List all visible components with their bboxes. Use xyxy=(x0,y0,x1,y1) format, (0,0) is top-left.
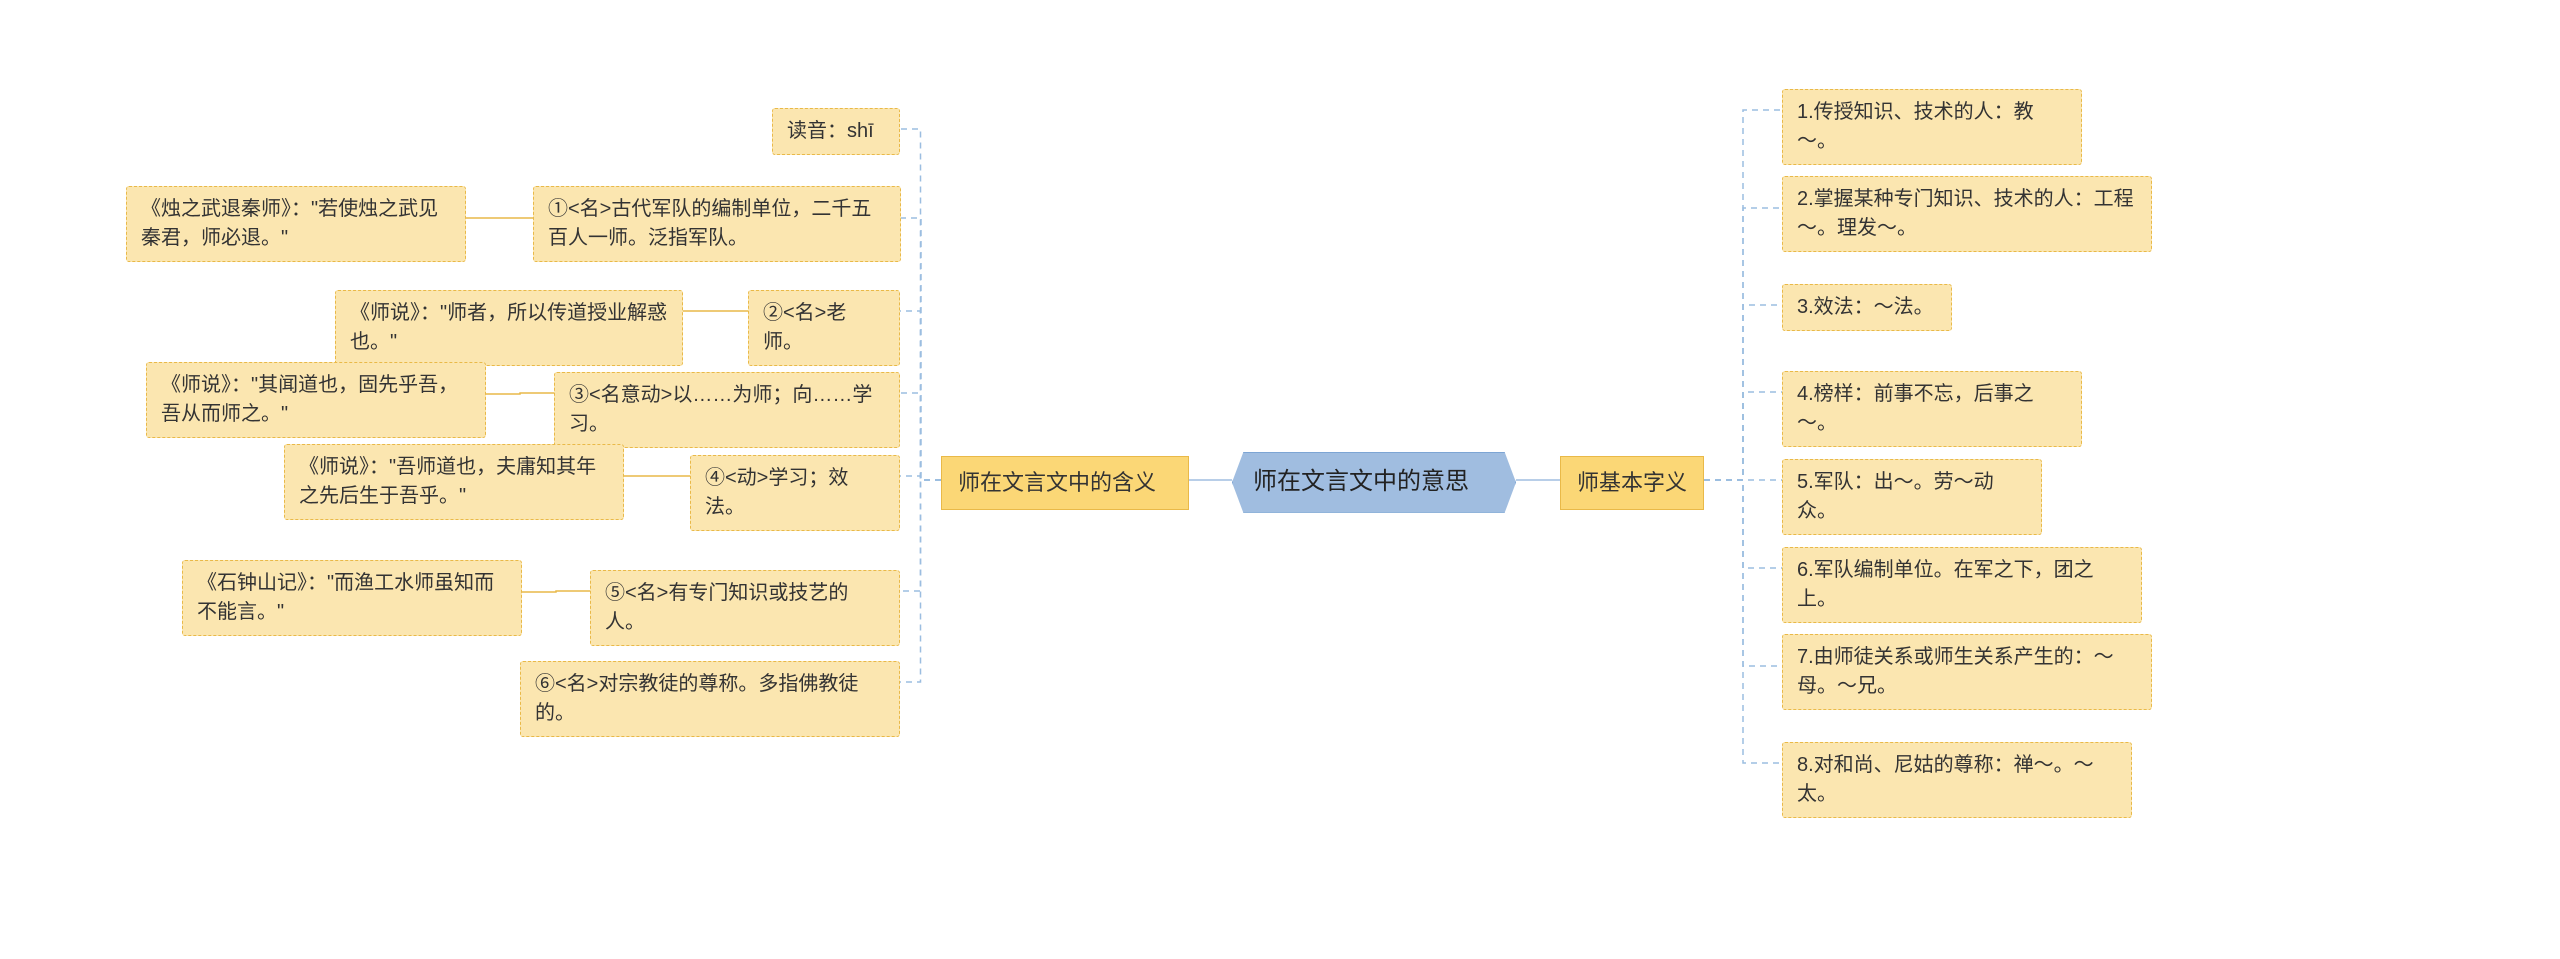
left-branch-0: 读音：shī xyxy=(772,108,900,155)
right-branch-7: 8.对和尚、尼姑的尊称：禅～。～太。 xyxy=(1782,742,2132,818)
left-main-node: 师在文言文中的含义 xyxy=(941,456,1189,510)
right-branch-2: 3.效法：～法。 xyxy=(1782,284,1952,331)
right-branch-5: 6.军队编制单位。在军之下，团之上。 xyxy=(1782,547,2142,623)
left-branch-6: ⑥<名>对宗教徒的尊称。多指佛教徒的。 xyxy=(520,661,900,737)
left-branch-5: ⑤<名>有专门知识或技艺的人。 xyxy=(590,570,900,646)
right-branch-3: 4.榜样：前事不忘，后事之～。 xyxy=(1782,371,2082,447)
right-branch-1: 2.掌握某种专门知识、技术的人：工程～。理发～。 xyxy=(1782,176,2152,252)
left-branch-2: ②<名>老师。 xyxy=(748,290,900,366)
right-branch-4: 5.军队：出～。劳～动众。 xyxy=(1782,459,2042,535)
left-branch-3-child-0: 《师说》："其闻道也，固先乎吾，吾从而师之。" xyxy=(146,362,486,438)
left-branch-2-child-0: 《师说》："师者，所以传道授业解惑也。" xyxy=(335,290,683,366)
left-branch-1-child-0: 《烛之武退秦师》："若使烛之武见秦君，师必退。" xyxy=(126,186,466,262)
root-node: 师在文言文中的意思 xyxy=(1232,452,1516,513)
left-branch-4: ④<动>学习；效法。 xyxy=(690,455,900,531)
left-branch-4-child-0: 《师说》："吾师道也，夫庸知其年之先后生于吾乎。" xyxy=(284,444,624,520)
left-branch-3: ③<名意动>以……为师；向……学习。 xyxy=(554,372,900,448)
right-main-node: 师基本字义 xyxy=(1560,456,1704,510)
right-branch-0: 1.传授知识、技术的人：教～。 xyxy=(1782,89,2082,165)
left-branch-1: ①<名>古代军队的编制单位，二千五百人一师。泛指军队。 xyxy=(533,186,901,262)
left-branch-5-child-0: 《石钟山记》："而渔工水师虽知而不能言。" xyxy=(182,560,522,636)
right-branch-6: 7.由师徒关系或师生关系产生的：～母。～兄。 xyxy=(1782,634,2152,710)
